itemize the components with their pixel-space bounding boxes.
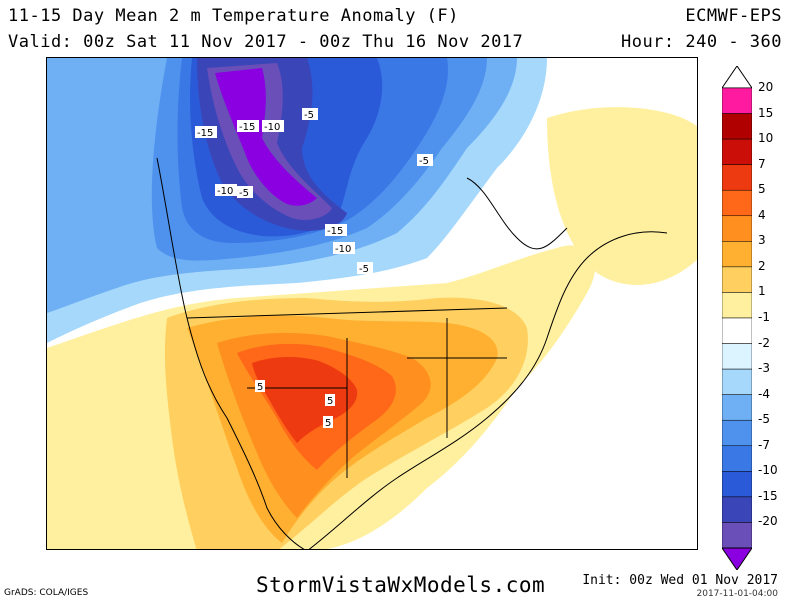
contour-label-2: -15 xyxy=(237,120,259,133)
colorbar-tick-label: -10 xyxy=(758,463,778,478)
svg-text:-10: -10 xyxy=(335,244,351,255)
forecast-hour-range: Hour: 240 - 360 xyxy=(620,32,782,52)
colorbar-segment xyxy=(722,138,752,165)
colorbar-tick-label: 2 xyxy=(758,258,766,273)
svg-text:-5: -5 xyxy=(359,264,369,275)
contour-label-11: 5 xyxy=(255,380,265,393)
colorbar-tick-label: -1 xyxy=(758,310,770,324)
colorbar-tick-label: 1 xyxy=(758,284,766,299)
map-title: 11-15 Day Mean 2 m Temperature Anomaly (… xyxy=(8,6,459,26)
colorbar-tick-label: -4 xyxy=(758,386,770,401)
colorbar-segment xyxy=(722,317,752,344)
colorbar-tick-label: 5 xyxy=(758,182,766,197)
svg-text:5: 5 xyxy=(327,396,333,407)
footer-init-time: Init: 00z Wed 01 Nov 2017 xyxy=(582,573,778,588)
contour-label-4: -5 xyxy=(302,108,318,121)
contour-label-8: -15 xyxy=(325,224,347,237)
colorbar-tick-label: -20 xyxy=(758,514,778,529)
contour-label-12: 5 xyxy=(325,394,335,407)
colorbar-segment xyxy=(722,292,752,319)
coastlines xyxy=(156,157,668,549)
colorbar-tick-label: 3 xyxy=(758,233,766,248)
anomaly-map: -15 -15 -10 -5 -10 -5 -5 -15 -10 -5 5 5 … xyxy=(46,57,698,550)
colorbar-arrow-bottom xyxy=(722,547,752,570)
contour-label-13: 5 xyxy=(323,416,333,429)
colorbar-tick-label: -5 xyxy=(758,412,770,427)
footer-credit: GrADS: COLA/IGES xyxy=(4,588,89,598)
svg-text:5: 5 xyxy=(325,418,331,429)
colorbar-segment xyxy=(722,496,752,523)
colorbar-segment xyxy=(722,368,752,395)
colorbar-segment xyxy=(722,87,752,114)
svg-text:-5: -5 xyxy=(304,110,314,121)
contour-label-7: -5 xyxy=(417,154,433,167)
colorbar-tick-label: 7 xyxy=(758,156,766,171)
anomaly-region-plus1-atlantic xyxy=(547,107,697,285)
svg-text:-10: -10 xyxy=(217,186,233,197)
svg-text:-10: -10 xyxy=(264,122,280,133)
colorbar-tick-label: -15 xyxy=(758,488,778,503)
colorbar-segment xyxy=(722,471,752,498)
colorbar-tick-label: -2 xyxy=(758,335,770,350)
colorbar-segment xyxy=(722,113,752,140)
colorbar-arrow-top xyxy=(722,66,752,89)
colorbar-segment xyxy=(722,522,752,549)
svg-text:-15: -15 xyxy=(239,122,255,133)
colorbar-tick-label: 10 xyxy=(758,131,774,146)
anomaly-region-plus7 xyxy=(252,357,358,443)
colorbar-segment xyxy=(722,394,752,421)
svg-text:-15: -15 xyxy=(327,226,343,237)
valid-period: Valid: 00z Sat 11 Nov 2017 - 00z Thu 16 … xyxy=(8,32,524,52)
contour-label-3: -10 xyxy=(262,120,284,133)
colorbar-segment xyxy=(722,164,752,191)
colorbar-tick-label: -3 xyxy=(758,361,770,376)
contour-label-9: -10 xyxy=(333,242,355,255)
svg-text:-5: -5 xyxy=(419,156,429,167)
contour-label-6: -5 xyxy=(237,186,253,199)
colorbar-segment xyxy=(722,215,752,242)
svg-text:-5: -5 xyxy=(239,188,249,199)
anomaly-map-canvas: -15 -15 -10 -5 -10 -5 -5 -15 -10 -5 5 5 … xyxy=(47,58,697,549)
contour-label-1: -15 xyxy=(195,126,217,139)
colorbar-tick-label: 20 xyxy=(758,80,774,94)
colorbar-segment xyxy=(722,266,752,293)
anomaly-region-minus20 xyxy=(215,68,317,206)
footer-stamp: 2017-11-01-04:00 xyxy=(696,589,779,599)
colorbar xyxy=(722,66,752,570)
footer-site-url: StormVistaWxModels.com xyxy=(256,573,546,597)
colorbar-tick-label: 4 xyxy=(758,207,766,222)
colorbar-segment xyxy=(722,445,752,472)
contour-label-5: -10 xyxy=(215,184,237,197)
colorbar-segment xyxy=(722,189,752,217)
svg-text:5: 5 xyxy=(257,382,263,393)
svg-text:-15: -15 xyxy=(197,128,213,139)
colorbar-segment xyxy=(722,419,752,447)
contour-label-10: -5 xyxy=(357,262,373,275)
colorbar-tick-label: 15 xyxy=(758,105,774,120)
colorbar-tick-label: -7 xyxy=(758,437,770,452)
colorbar-segment xyxy=(722,343,752,370)
contour-labels: -15 -15 -10 -5 -10 -5 -5 -15 -10 -5 5 5 … xyxy=(195,108,433,429)
model-name: ECMWF-EPS xyxy=(685,6,782,26)
colorbar-segment xyxy=(722,241,752,268)
